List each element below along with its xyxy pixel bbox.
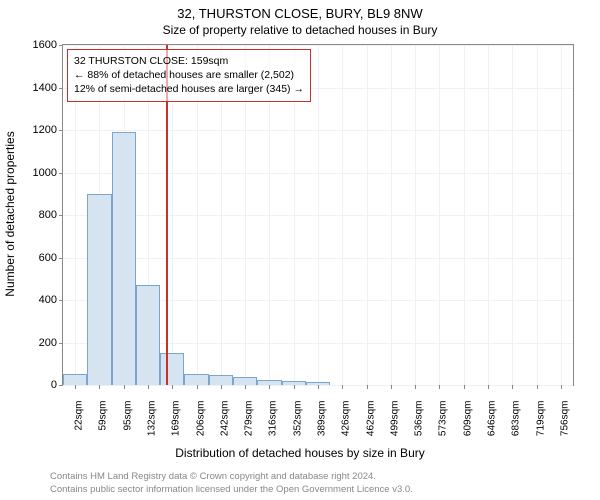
histogram-bar — [233, 377, 257, 386]
xtick-label: 536sqm — [414, 401, 425, 451]
gridline-v — [537, 45, 538, 385]
annotation-line-3: 12% of semi-detached houses are larger (… — [74, 82, 304, 96]
histogram-bar — [87, 194, 111, 385]
xtick-label: 132sqm — [147, 401, 158, 451]
footer-attribution: Contains HM Land Registry data © Crown c… — [50, 471, 413, 496]
gridline-v — [561, 45, 562, 385]
xtick-mark — [318, 385, 319, 389]
ytick-label: 800 — [19, 209, 63, 221]
gridline-v — [439, 45, 440, 385]
gridline-v — [512, 45, 513, 385]
xtick-mark — [415, 385, 416, 389]
xtick-label: 646sqm — [487, 401, 498, 451]
histogram-bar — [282, 381, 306, 385]
xtick-label: 206sqm — [195, 401, 206, 451]
xtick-mark — [124, 385, 125, 389]
histogram-bar — [257, 380, 281, 385]
xtick-label: 609sqm — [462, 401, 473, 451]
xtick-mark — [439, 385, 440, 389]
footer-line-2: Contains public sector information licen… — [50, 484, 413, 496]
xtick-label: 242sqm — [219, 401, 230, 451]
x-axis-label: Distribution of detached houses by size … — [0, 446, 600, 460]
ytick-label: 1400 — [19, 82, 63, 94]
chart-title-main: 32, THURSTON CLOSE, BURY, BL9 8NW — [0, 0, 600, 21]
gridline-v — [464, 45, 465, 385]
gridline-v — [367, 45, 368, 385]
histogram-bar — [112, 132, 136, 385]
xtick-label: 426sqm — [341, 401, 352, 451]
ytick-label: 1200 — [19, 124, 63, 136]
xtick-mark — [172, 385, 173, 389]
xtick-label: 756sqm — [559, 401, 570, 451]
histogram-bar — [63, 374, 87, 385]
plot-region: 0200400600800100012001400160022sqm59sqm9… — [62, 44, 574, 386]
histogram-bar — [209, 375, 233, 385]
chart-title-sub: Size of property relative to detached ho… — [0, 21, 600, 37]
xtick-mark — [75, 385, 76, 389]
ytick-label: 400 — [19, 294, 63, 306]
footer-line-1: Contains HM Land Registry data © Crown c… — [50, 471, 413, 483]
xtick-mark — [99, 385, 100, 389]
histogram-bar — [136, 285, 160, 385]
ytick-label: 1000 — [19, 167, 63, 179]
xtick-label: 169sqm — [171, 401, 182, 451]
gridline-v — [318, 45, 319, 385]
xtick-mark — [512, 385, 513, 389]
xtick-mark — [294, 385, 295, 389]
xtick-label: 683sqm — [511, 401, 522, 451]
xtick-mark — [221, 385, 222, 389]
gridline-v — [415, 45, 416, 385]
ytick-label: 600 — [19, 252, 63, 264]
xtick-label: 719sqm — [535, 401, 546, 451]
chart-container: 32, THURSTON CLOSE, BURY, BL9 8NW Size o… — [0, 0, 600, 500]
xtick-label: 279sqm — [244, 401, 255, 451]
xtick-mark — [464, 385, 465, 389]
xtick-label: 59sqm — [98, 401, 109, 451]
histogram-bar — [160, 353, 184, 385]
histogram-bar — [184, 374, 208, 385]
y-axis-label: Number of detached properties — [3, 131, 17, 296]
xtick-mark — [148, 385, 149, 389]
xtick-mark — [391, 385, 392, 389]
xtick-label: 462sqm — [365, 401, 376, 451]
xtick-label: 95sqm — [122, 401, 133, 451]
xtick-label: 389sqm — [317, 401, 328, 451]
xtick-label: 352sqm — [292, 401, 303, 451]
xtick-mark — [561, 385, 562, 389]
gridline-v — [391, 45, 392, 385]
xtick-mark — [488, 385, 489, 389]
annotation-line-2: ← 88% of detached houses are smaller (2,… — [74, 68, 304, 82]
xtick-mark — [537, 385, 538, 389]
annotation-line-1: 32 THURSTON CLOSE: 159sqm — [74, 54, 304, 68]
xtick-mark — [342, 385, 343, 389]
chart-area: 0200400600800100012001400160022sqm59sqm9… — [62, 44, 572, 416]
annotation-box: 32 THURSTON CLOSE: 159sqm ← 88% of detac… — [67, 49, 311, 102]
gridline-v — [488, 45, 489, 385]
xtick-mark — [245, 385, 246, 389]
ytick-label: 0 — [19, 379, 63, 391]
xtick-label: 316sqm — [268, 401, 279, 451]
xtick-mark — [197, 385, 198, 389]
histogram-bar — [306, 382, 330, 385]
ytick-label: 1600 — [19, 39, 63, 51]
xtick-mark — [367, 385, 368, 389]
xtick-mark — [269, 385, 270, 389]
xtick-label: 573sqm — [438, 401, 449, 451]
gridline-v — [342, 45, 343, 385]
xtick-label: 22sqm — [74, 401, 85, 451]
xtick-label: 499sqm — [389, 401, 400, 451]
ytick-label: 200 — [19, 337, 63, 349]
